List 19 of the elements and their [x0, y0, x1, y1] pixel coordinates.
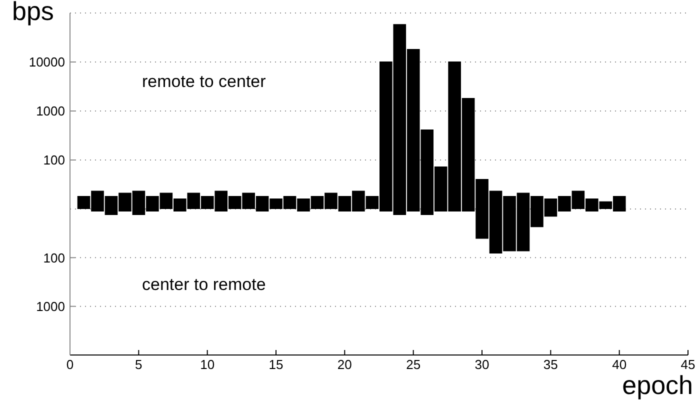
- text: center to remote: [142, 274, 266, 295]
- x-tick-label: 25: [406, 357, 421, 372]
- y-tick-label: 100: [43, 152, 65, 168]
- x-tick-label: 0: [66, 357, 74, 372]
- x-tick-label: 15: [268, 357, 284, 372]
- x-axis-title: epoch: [622, 370, 693, 401]
- y-axis-title: bps: [12, 0, 54, 27]
- y-tick-label: 100: [43, 250, 65, 266]
- y-tick-label: 1000: [36, 104, 65, 119]
- x-tick-label: 45: [680, 357, 696, 372]
- x-tick-label: 20: [337, 357, 352, 372]
- text: remote to center: [142, 72, 266, 92]
- x-tick-label: 10: [200, 357, 215, 372]
- x-tick-label: 5: [135, 357, 142, 372]
- y-tick-label: 10000: [28, 54, 65, 70]
- x-tick-label: 35: [543, 357, 558, 372]
- x-tick-label: 30: [474, 357, 490, 372]
- y-tick-label: 1000: [36, 298, 65, 314]
- x-tick-label: 40: [612, 357, 627, 372]
